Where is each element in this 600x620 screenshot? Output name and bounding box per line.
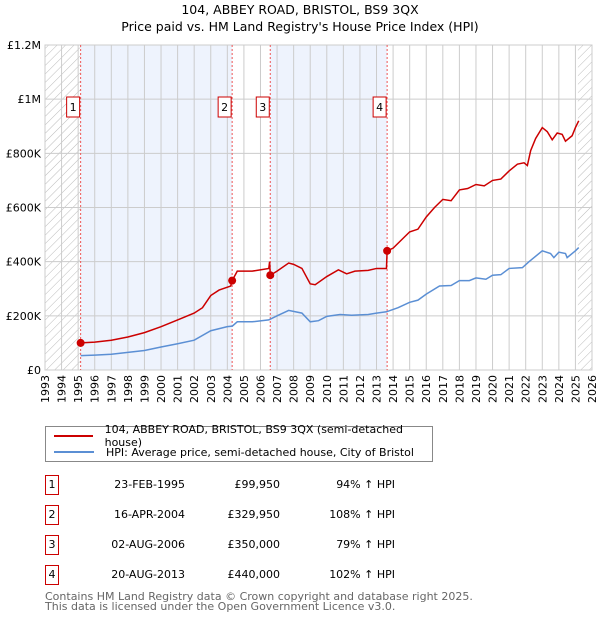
chart-title: 104, ABBEY ROAD, BRISTOL, BS9 3QX xyxy=(181,2,419,17)
sale-point xyxy=(76,338,85,347)
x-tick-label: 2021 xyxy=(503,375,516,403)
sale-marker-label: 4 xyxy=(376,101,383,114)
x-tick-label: 1999 xyxy=(138,375,151,403)
hpi-line xyxy=(80,247,580,357)
x-tick-label: 2017 xyxy=(437,375,450,403)
x-tick-label: 2008 xyxy=(288,375,301,403)
sale-date: 20-AUG-2013 xyxy=(111,568,185,581)
x-tick-label: 1998 xyxy=(122,375,135,403)
footer-copyright: Contains HM Land Registry data © Crown c… xyxy=(45,590,473,603)
x-tick-label: 2002 xyxy=(188,375,201,403)
sale-row: 3 02-AUG-2006 £350,000 79% ↑ HPI xyxy=(45,535,445,555)
x-tick-label: 2000 xyxy=(155,375,168,403)
x-tick-label: 2016 xyxy=(420,375,433,403)
sale-marker-box xyxy=(66,96,81,118)
x-tick-label: 2013 xyxy=(371,375,384,403)
sale-marker-badge: 4 xyxy=(45,565,59,585)
legend: 104, ABBEY ROAD, BRISTOL, BS9 3QX (semi-… xyxy=(45,423,433,462)
sale-marker-badge: 3 xyxy=(45,535,59,555)
x-tick-label: 2023 xyxy=(536,375,549,403)
sale-marker-label: 1 xyxy=(70,101,77,114)
sale-hpi-change: 108% ↑ HPI xyxy=(329,508,395,521)
x-tick-label: 2012 xyxy=(354,375,367,403)
sale-point xyxy=(228,276,237,285)
sale-row: 4 20-AUG-2013 £440,000 102% ↑ HPI xyxy=(45,565,445,585)
x-tick-label: 2015 xyxy=(404,375,417,403)
x-tick-label: 2007 xyxy=(271,375,284,403)
x-tick-label: 2011 xyxy=(337,375,350,403)
y-tick-label: £400K xyxy=(6,256,42,269)
price-chart: 1993 1994 1995 1996 1997 1998 1999 2000 2001 2002… xyxy=(6,39,599,403)
x-tick-label: 1995 xyxy=(72,375,85,403)
sale-date: 02-AUG-2006 xyxy=(111,538,185,551)
plot-border xyxy=(44,44,593,371)
y-tick-label: £600K xyxy=(6,202,42,215)
chart-subtitle: Price paid vs. HM Land Registry's House … xyxy=(121,19,479,34)
sale-row: 1 23-FEB-1995 £99,950 94% ↑ HPI xyxy=(45,475,445,495)
sale-hpi-change: 79% ↑ HPI xyxy=(336,538,395,551)
y-tick-label: £1.2M xyxy=(7,39,41,52)
sale-date: 16-APR-2004 xyxy=(113,508,185,521)
sale-hpi-change: 102% ↑ HPI xyxy=(329,568,395,581)
x-tick-label: 2022 xyxy=(520,375,533,403)
footer-licence: This data is licensed under the Open Gov… xyxy=(45,600,396,613)
x-tick-label: 2020 xyxy=(487,375,500,403)
sale-price: £440,000 xyxy=(227,568,281,581)
sale-marker-box xyxy=(217,96,232,118)
x-tick-label: 2019 xyxy=(470,375,483,403)
property-price-line xyxy=(80,120,580,344)
sale-price: £329,950 xyxy=(227,508,281,521)
sale-row: 2 16-APR-2004 £329,950 108% ↑ HPI xyxy=(45,505,445,525)
sale-marker-label: 2 xyxy=(221,101,228,114)
y-tick-label: £200K xyxy=(6,310,42,323)
sale-date: 23-FEB-1995 xyxy=(114,478,185,491)
x-tick-label: 2003 xyxy=(205,375,218,403)
x-tick-label: 2026 xyxy=(586,375,599,403)
legend-label-property: 104, ABBEY ROAD, BRISTOL, BS9 3QX (semi-… xyxy=(104,423,404,449)
x-tick-label: 2010 xyxy=(321,375,334,403)
sale-marker-box xyxy=(255,96,270,118)
sale-marker-badge: 2 xyxy=(45,505,59,525)
sale-marker-label: 3 xyxy=(259,101,266,114)
x-tick-label: 2025 xyxy=(569,375,582,403)
x-tick-label: 1993 xyxy=(39,375,52,403)
x-tick-label: 2024 xyxy=(553,375,566,403)
legend-label-hpi: HPI: Average price, semi-detached house,… xyxy=(106,445,414,459)
x-tick-label: 1997 xyxy=(105,375,118,403)
x-tick-label: 1996 xyxy=(89,375,102,403)
sale-hpi-change: 94% ↑ HPI xyxy=(336,478,395,491)
legend-red-line xyxy=(54,435,93,437)
x-tick-label: 2006 xyxy=(254,375,267,403)
sale-marker-box xyxy=(372,96,387,118)
sale-marker-badge: 1 xyxy=(45,475,59,495)
x-tick-label: 2009 xyxy=(304,375,317,403)
y-tick-label: £800K xyxy=(6,147,42,160)
sale-point xyxy=(266,271,275,280)
x-tick-label: 2005 xyxy=(238,375,251,403)
y-tick-label: £0 xyxy=(27,364,41,377)
x-tick-label: 2001 xyxy=(172,375,185,403)
x-tick-label: 2014 xyxy=(387,375,400,403)
y-tick-label: £1M xyxy=(18,93,42,106)
x-tick-label: 2004 xyxy=(221,375,234,403)
legend-blue-line xyxy=(54,451,94,453)
x-tick-label: 1994 xyxy=(56,375,69,403)
sale-price: £99,950 xyxy=(234,478,281,491)
x-tick-label: 2018 xyxy=(453,375,466,403)
sale-price: £350,000 xyxy=(227,538,281,551)
sale-point xyxy=(383,246,392,255)
